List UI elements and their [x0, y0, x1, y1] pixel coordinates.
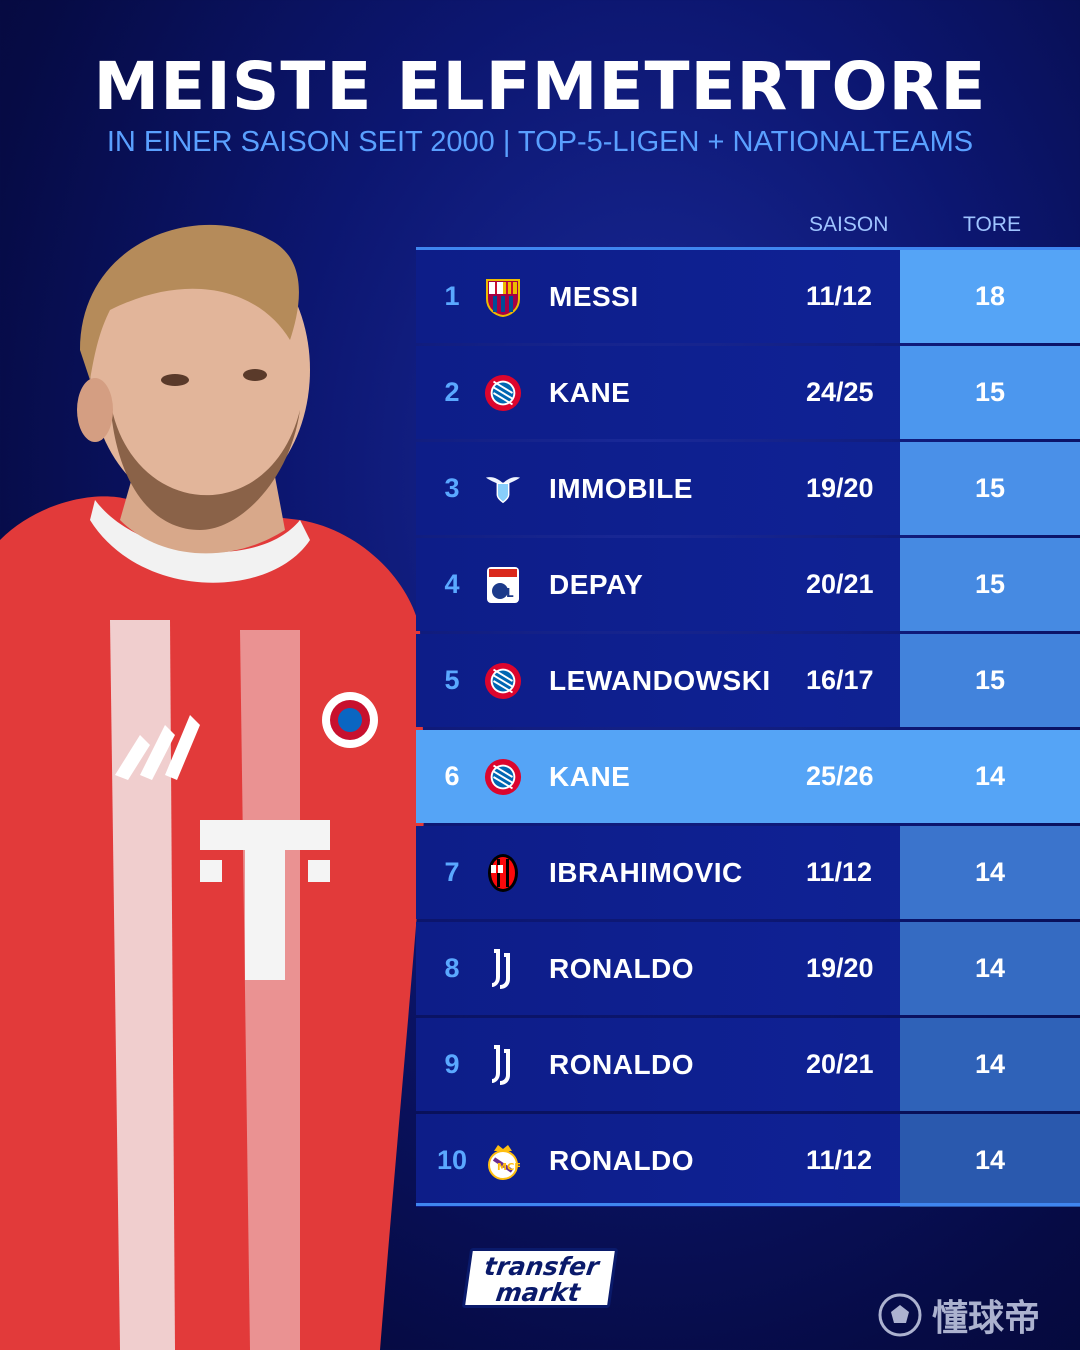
juventus-crest-icon — [484, 948, 522, 989]
row-season: 19/20 — [806, 473, 874, 503]
table-bottom-rule — [416, 1203, 1080, 1206]
row-rank: 4 — [444, 569, 460, 599]
row-season: 16/17 — [806, 665, 874, 695]
row-player-name: RONALDO — [549, 1144, 695, 1176]
row-season: 20/21 — [806, 1049, 874, 1079]
row-goals: 15 — [900, 346, 1080, 439]
row-season: 19/20 — [806, 953, 874, 983]
logo-line-1: transfer — [482, 1252, 601, 1281]
table-row: 7 IBRAHIMOVIC 11/12 14 — [416, 826, 1080, 919]
row-rank: 10 — [436, 1145, 468, 1175]
table-row: 2 KANE 24/25 15 — [416, 346, 1080, 439]
row-season: 11/12 — [806, 857, 873, 887]
table-row: 3 IMMOBILE 19/20 15 — [416, 442, 1080, 535]
row-rank: 3 — [444, 473, 460, 503]
row-player-name: RONALDO — [549, 952, 695, 984]
table-row: 8 RONALDO 19/20 14 — [416, 922, 1080, 1015]
row-season: 25/26 — [806, 761, 874, 791]
row-rank: 2 — [444, 377, 460, 407]
row-player-name: DEPAY — [549, 568, 644, 600]
bayern-crest-icon — [484, 661, 522, 701]
barcelona-crest-icon — [484, 277, 522, 317]
row-player-name: LEWANDOWSKI — [549, 664, 771, 696]
row-goals: 14 — [900, 1018, 1080, 1111]
football-icon — [878, 1293, 922, 1337]
table-row: 1 MESSI 11/12 18 — [416, 250, 1080, 343]
row-player-name: MESSI — [549, 280, 639, 312]
table-row: 4 L DEPAY 20/21 15 — [416, 538, 1080, 631]
row-rank: 8 — [444, 953, 460, 983]
column-header-goals: TORE — [963, 213, 1021, 236]
row-player-name: KANE — [549, 376, 631, 408]
page-title: MEISTE ELFMETERTORE — [93, 48, 987, 125]
svg-text:MCF: MCF — [497, 1162, 520, 1173]
juventus-crest-icon — [484, 1044, 522, 1085]
bayern-crest-icon — [484, 373, 522, 413]
table-row: 6 KANE 25/26 14 — [416, 730, 1080, 823]
row-goals: 14 — [900, 826, 1080, 919]
svg-text:L: L — [506, 586, 514, 600]
milan-crest-icon — [484, 853, 522, 893]
player-photo — [0, 200, 430, 1350]
bayern-crest-icon — [484, 757, 522, 797]
row-goals: 15 — [900, 634, 1080, 727]
row-player-name: KANE — [549, 760, 631, 792]
row-player-name: IBRAHIMOVIC — [549, 856, 743, 888]
row-goals: 14 — [900, 1114, 1080, 1207]
lyon-crest-icon: L — [484, 565, 522, 605]
row-rank: 7 — [444, 857, 460, 887]
lazio-crest-icon — [484, 469, 522, 509]
table-row: 10 MCF RONALDO 11/12 14 — [416, 1114, 1080, 1207]
row-season: 20/21 — [806, 569, 874, 599]
row-rank: 1 — [444, 281, 460, 311]
logo-line-2: markt — [494, 1278, 582, 1307]
watermark-text: 懂球帝 — [932, 1297, 1041, 1338]
table-row: 5 LEWANDOWSKI 16/17 15 — [416, 634, 1080, 727]
row-goals: 15 — [900, 538, 1080, 631]
row-goals: 15 — [900, 442, 1080, 535]
page-subtitle: IN EINER SAISON SEIT 2000 | TOP-5-LIGEN … — [106, 126, 974, 158]
row-season: 11/12 — [806, 1145, 873, 1175]
real-madrid-crest-icon: MCF — [484, 1141, 522, 1181]
column-header-season: SAISON — [809, 213, 889, 236]
row-goals: 14 — [900, 922, 1080, 1015]
row-season: 11/12 — [806, 281, 873, 311]
row-goals: 18 — [900, 250, 1080, 343]
row-rank: 9 — [444, 1049, 460, 1079]
row-player-name: IMMOBILE — [549, 472, 693, 504]
row-goals: 14 — [900, 730, 1080, 823]
watermark: 懂球帝 — [878, 1292, 1068, 1338]
ranking-table: 1 MESSI 11/12 18 2 KANE 24/25 15 3 IMMOBILE 19/20 1… — [416, 247, 1080, 1210]
row-player-name: RONALDO — [549, 1048, 695, 1080]
transfermarkt-logo: transfer markt — [461, 1248, 619, 1308]
row-season: 24/25 — [806, 377, 874, 407]
table-row: 9 RONALDO 20/21 14 — [416, 1018, 1080, 1111]
row-rank: 5 — [444, 665, 460, 695]
row-rank: 6 — [444, 761, 460, 791]
